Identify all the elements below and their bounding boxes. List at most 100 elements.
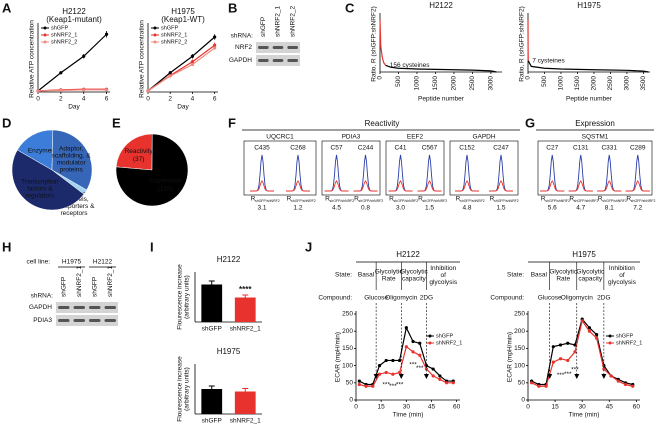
ratio-value: 5.6 xyxy=(548,205,557,212)
point xyxy=(377,372,382,376)
ratio-value: 4.7 xyxy=(576,205,585,212)
annotation: *** xyxy=(389,383,397,390)
bar xyxy=(234,297,256,322)
series-line xyxy=(379,19,387,66)
point xyxy=(357,379,361,383)
x-tick-label: 30 xyxy=(403,404,411,411)
slice-label: Reactivity xyxy=(125,148,154,155)
arrow-head xyxy=(547,374,553,379)
peak-red xyxy=(353,180,378,192)
r-label: R xyxy=(490,196,495,203)
site-label: C41 xyxy=(395,145,407,152)
band-label: PDIA3 xyxy=(33,317,52,324)
peak-blue xyxy=(324,154,349,192)
series-line xyxy=(147,36,216,92)
point xyxy=(631,384,635,388)
arrow-head xyxy=(601,374,607,379)
state-name: Inhibition of glycolysis xyxy=(608,265,637,286)
chart-title: H1975 xyxy=(217,347,241,356)
pie-slice xyxy=(17,129,54,171)
state-name: Inhibition of glycolysis xyxy=(429,265,458,286)
x-tick-label: 15 xyxy=(551,404,559,411)
x-tick-label: 3000 xyxy=(624,76,631,91)
site-label: C244 xyxy=(358,145,374,152)
y-tick-label: 150 xyxy=(342,345,353,352)
annotation: 7 cysteines xyxy=(532,58,565,65)
legend-marker xyxy=(153,26,157,30)
slice-label: Enzymes xyxy=(28,148,55,155)
section-title: Reactivity xyxy=(365,119,400,128)
y-tick-label: 50 xyxy=(518,380,526,387)
y-axis-label: Flourescence increase(arbitrary units) xyxy=(176,264,190,330)
annotation: *** xyxy=(416,365,424,372)
point xyxy=(551,360,555,364)
arrow-head xyxy=(373,374,379,379)
legend-marker xyxy=(43,26,47,30)
x-tick-label: 6 xyxy=(105,96,109,103)
protein-name: EEF2 xyxy=(407,134,424,141)
panel-letter: G xyxy=(525,115,535,130)
x-tick-label: 1000 xyxy=(558,76,565,91)
state-name: Glycolytic capacity xyxy=(400,268,429,282)
state-name: Glycolytic capacity xyxy=(576,268,605,282)
x-tick-label: 15 xyxy=(378,404,386,411)
point xyxy=(573,350,577,354)
x-tick-label: 1000 xyxy=(414,76,421,91)
y-axis-label: Flourescence increase(arbitrary units) xyxy=(176,356,190,422)
x-tick-label: shGFP xyxy=(202,326,222,333)
point xyxy=(190,60,195,64)
x-tick-label: 45 xyxy=(606,404,614,411)
x-tick-label: shNRF2_1 xyxy=(230,418,261,425)
point xyxy=(438,377,442,381)
r-subscript: shGFP/shNRF2 xyxy=(574,199,599,203)
site-label: C131 xyxy=(573,145,589,152)
lane-label: shGFP xyxy=(260,17,267,37)
bar xyxy=(201,389,223,414)
ratio-value: 8.1 xyxy=(605,205,614,212)
peak-blue xyxy=(489,154,513,192)
lane-label: shGFP xyxy=(91,277,98,297)
cell-line: H1975 xyxy=(62,259,82,266)
point xyxy=(404,326,408,330)
x-tick-label: 2000 xyxy=(591,76,598,91)
y-axis-label: Ratio, R (shGFP:shNRF2) xyxy=(519,6,526,82)
peak-red xyxy=(489,180,513,192)
r-label: R xyxy=(389,196,394,203)
band xyxy=(272,46,284,49)
point xyxy=(59,71,63,75)
x-tick-label: 0 xyxy=(525,76,532,80)
legend-marker xyxy=(153,40,157,44)
site-label: C57 xyxy=(331,145,343,152)
compound-name: Glucose xyxy=(364,295,388,302)
band xyxy=(104,306,116,309)
point xyxy=(530,381,534,385)
state-name: Glycolytic Rate xyxy=(549,268,578,282)
x-tick-label: 0 xyxy=(36,96,40,103)
y-axis-label: ECAR (mpH/min) xyxy=(507,332,514,382)
band-label: NRF2 xyxy=(235,44,252,51)
y-tick-label: 150 xyxy=(514,345,525,352)
point xyxy=(438,374,442,378)
legend-label: shNRF2_2 xyxy=(51,39,77,45)
legend-marker xyxy=(428,334,432,338)
r-subscript: shGFP/shNRF2 xyxy=(545,199,570,203)
point xyxy=(411,339,415,344)
x-tick-label: 0 xyxy=(146,96,150,103)
lane-label: shGFP xyxy=(60,277,67,297)
point xyxy=(398,358,402,363)
lane-label: shNRF2_1 xyxy=(76,266,83,297)
series-line xyxy=(527,60,649,73)
lane-label: shNRF2_1 xyxy=(107,266,114,297)
y-axis-label: Ratio, R (shGFP:shNRF2) xyxy=(371,6,378,82)
peak-box xyxy=(321,140,381,196)
arrow-head xyxy=(398,374,404,379)
cell-line: H2122 xyxy=(93,259,113,266)
point xyxy=(82,88,86,92)
point xyxy=(595,333,599,337)
point xyxy=(213,35,217,39)
point xyxy=(551,345,555,349)
point xyxy=(595,336,599,340)
r-label: R xyxy=(626,196,631,203)
peak-blue xyxy=(417,154,442,192)
compound-name: 2DG xyxy=(597,295,610,302)
